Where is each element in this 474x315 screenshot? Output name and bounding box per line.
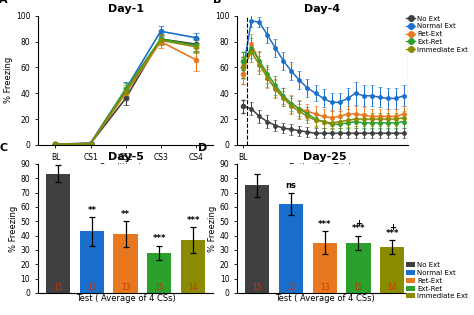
Text: 13: 13 (320, 283, 329, 291)
Text: 13: 13 (121, 283, 130, 291)
Legend: No Ext, Normal Ext, Ret-Ext, Ext-Ret, Immediate Ext: No Ext, Normal Ext, Ret-Ext, Ext-Ret, Im… (404, 13, 471, 55)
X-axis label: Extinction Trials: Extinction Trials (289, 163, 356, 172)
Text: +: + (389, 223, 396, 232)
Text: ***: *** (186, 216, 200, 225)
Title: Day-25: Day-25 (303, 152, 346, 162)
Text: ***: *** (385, 229, 399, 238)
Legend: No Ext, Normal Ext, Ret-Ext, Ext-Ret, Immediate Ext: No Ext, Normal Ext, Ret-Ext, Ext-Ret, Im… (404, 260, 471, 302)
Text: B: B (213, 0, 221, 5)
Text: +: + (355, 219, 362, 228)
X-axis label: Conditioning: Conditioning (99, 163, 152, 172)
Y-axis label: % Freezing: % Freezing (4, 57, 13, 103)
Bar (346, 243, 371, 293)
Y-axis label: % Freezing: % Freezing (9, 205, 18, 251)
Text: 12: 12 (87, 283, 97, 291)
Text: D: D (199, 143, 208, 153)
Text: ns: ns (285, 181, 296, 190)
Text: 12: 12 (286, 283, 296, 291)
Text: ***: *** (352, 224, 365, 233)
Text: 14: 14 (188, 283, 198, 291)
X-axis label: Test ( Average of 4 CSs): Test ( Average of 4 CSs) (275, 294, 374, 303)
Bar (380, 247, 404, 293)
Text: **: ** (87, 206, 96, 215)
Text: 15: 15 (54, 283, 63, 291)
Text: 14: 14 (387, 283, 397, 291)
Text: A: A (0, 0, 8, 5)
Text: 15: 15 (354, 283, 363, 291)
Title: Day-1: Day-1 (108, 3, 144, 14)
Text: **: ** (121, 210, 130, 219)
X-axis label: Test ( Average of 4 CSs): Test ( Average of 4 CSs) (76, 294, 175, 303)
Text: ***: *** (153, 234, 166, 243)
Title: Day-5: Day-5 (108, 152, 144, 162)
Y-axis label: % Freezing: % Freezing (208, 205, 217, 251)
Text: ***: *** (318, 220, 331, 229)
Bar (113, 234, 138, 293)
Text: 15: 15 (253, 283, 262, 291)
Bar (80, 231, 104, 293)
Bar (181, 240, 205, 293)
Bar (147, 253, 172, 293)
Bar (46, 174, 70, 293)
Text: 15: 15 (155, 283, 164, 291)
Bar (312, 243, 337, 293)
Bar (245, 185, 269, 293)
Bar (279, 204, 303, 293)
Text: C: C (0, 143, 8, 153)
Title: Day-4: Day-4 (304, 3, 340, 14)
